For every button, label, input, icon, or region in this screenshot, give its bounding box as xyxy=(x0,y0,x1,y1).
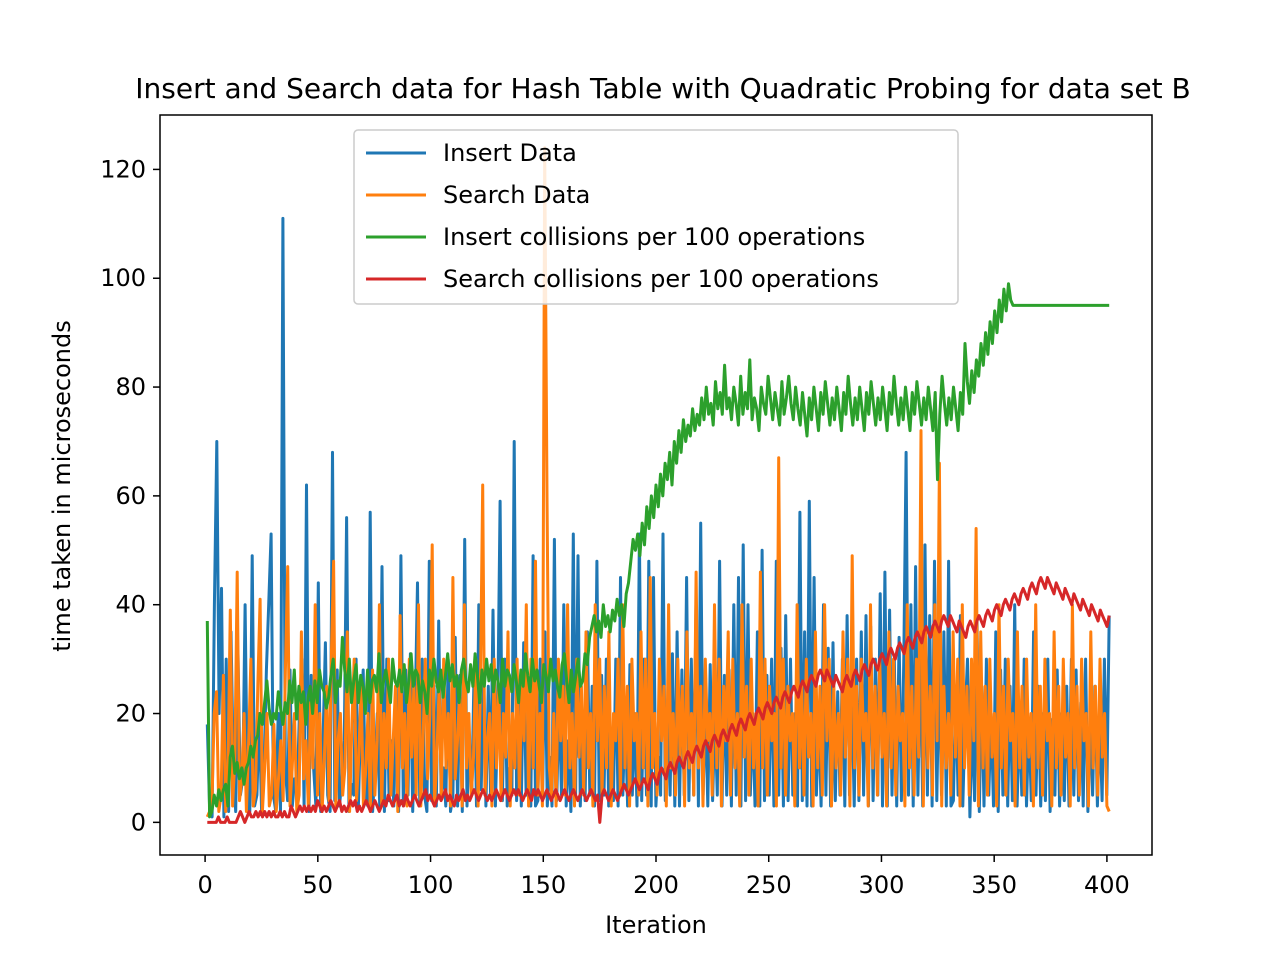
series-layer xyxy=(205,146,1111,824)
x-tick-label: 150 xyxy=(520,871,566,899)
y-tick-label: 20 xyxy=(115,700,146,728)
x-tick-label: 50 xyxy=(303,871,334,899)
x-tick-label: 200 xyxy=(633,871,679,899)
legend-label: Search collisions per 100 operations xyxy=(443,265,879,293)
legend: Insert Data Search Data Insert collisions … xyxy=(353,129,959,305)
y-axis-label: time taken in microseconds xyxy=(48,320,76,652)
y-tick-label: 40 xyxy=(115,591,146,619)
y-tick-label: 100 xyxy=(100,264,146,292)
y-tick-label: 80 xyxy=(115,373,146,401)
legend-label: Search Data xyxy=(443,181,590,209)
x-tick-label: 350 xyxy=(971,871,1017,899)
y-tick-label: 120 xyxy=(100,155,146,183)
x-axis-label: Iteration xyxy=(605,911,707,939)
x-tick-label: 100 xyxy=(408,871,454,899)
series-line-2 xyxy=(205,146,1111,818)
legend-box xyxy=(353,129,959,305)
legend-items: Insert Data Search Data Insert collisions … xyxy=(366,139,879,293)
x-tick-label: 250 xyxy=(746,871,792,899)
y-tick-label: 60 xyxy=(115,482,146,510)
series-line-4 xyxy=(207,576,1111,824)
legend-label: Insert Data xyxy=(443,139,577,167)
ticks-layer: 0 50 100 150 200 250 300 350 400 0 20 40 60 80 100 120 xyxy=(100,155,1130,899)
x-tick-label: 0 xyxy=(197,871,212,899)
legend-label: Insert collisions per 100 operations xyxy=(443,223,865,251)
x-tick-label: 400 xyxy=(1084,871,1130,899)
y-tick-label: 0 xyxy=(131,808,146,836)
chart-title: Insert and Search data for Hash Table wi… xyxy=(135,72,1190,105)
series-line-3 xyxy=(205,282,1110,819)
x-tick-label: 300 xyxy=(859,871,905,899)
